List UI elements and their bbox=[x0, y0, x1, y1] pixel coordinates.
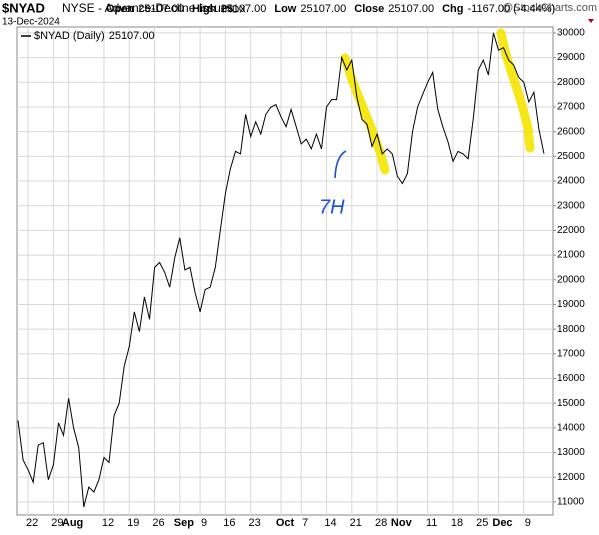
symbol: $NYAD bbox=[2, 0, 45, 15]
y-tick-label: 30000 bbox=[557, 28, 585, 39]
y-tick-label: 29000 bbox=[557, 52, 585, 63]
quote-label: Close bbox=[354, 3, 384, 15]
quote-value: 25107.00 bbox=[220, 3, 266, 15]
date: 13-Dec-2024 bbox=[2, 17, 60, 28]
y-tick-label: 13000 bbox=[557, 447, 585, 458]
x-tick-label: 9 bbox=[201, 517, 207, 529]
x-tick-label: 11 bbox=[426, 517, 437, 529]
instrument: INDX bbox=[222, 5, 246, 16]
quote-label: Open bbox=[106, 3, 134, 15]
quote-label: High bbox=[192, 3, 217, 15]
x-tick-label: 18 bbox=[451, 517, 463, 529]
plot-frame bbox=[16, 26, 554, 516]
y-tick-label: 28000 bbox=[557, 77, 585, 88]
y-tick-label: 22000 bbox=[557, 225, 585, 236]
x-tick-label: Sep bbox=[174, 517, 194, 529]
x-tick-label: 25 bbox=[476, 517, 488, 529]
x-tick-label: 22 bbox=[26, 517, 38, 529]
x-tick-label: 16 bbox=[223, 517, 235, 529]
y-tick-label: 19000 bbox=[557, 299, 585, 310]
plot: $NYAD (Daily) 25107.00 bbox=[17, 30, 545, 508]
x-tick-label: Nov bbox=[391, 517, 413, 529]
quote: Open 25107.00 High 25107.00 Low 25107.00 Close… bbox=[106, 3, 555, 15]
y-tick-label: 21000 bbox=[557, 250, 585, 261]
y-tick-label: 17000 bbox=[557, 348, 585, 359]
x-tick-label: 7 bbox=[302, 517, 308, 529]
quote-value: -1167.00 (-4.44%) bbox=[468, 3, 556, 15]
y-tick-label: 15000 bbox=[557, 398, 585, 409]
legend-label: $NYAD (Daily) bbox=[34, 30, 105, 42]
quote-label: Chg bbox=[442, 3, 463, 15]
legend-value: 25107.00 bbox=[109, 30, 155, 42]
y-tick-label: 26000 bbox=[557, 126, 585, 137]
x-tick-label: Aug bbox=[62, 517, 83, 529]
x-tick-label: 23 bbox=[249, 517, 261, 529]
x-tick-label: 9 bbox=[525, 517, 531, 529]
y-tick-label: 11000 bbox=[557, 497, 585, 508]
y-tick-label: 24000 bbox=[557, 176, 585, 187]
y-tick-label: 20000 bbox=[557, 274, 585, 285]
x-tick-label: Dec bbox=[492, 517, 512, 529]
y-tick-label: 25000 bbox=[557, 151, 585, 162]
x-tick-label: 28 bbox=[375, 517, 387, 529]
quote-value: 25107.00 bbox=[388, 3, 434, 15]
down-arrow bbox=[588, 19, 594, 23]
quote-label: Low bbox=[274, 3, 296, 15]
x-tick-label: 26 bbox=[152, 517, 164, 529]
highlight bbox=[340, 53, 390, 175]
x-tick-label: Oct bbox=[276, 517, 295, 529]
grid: 11000 12000 13000 14000 15000 16000 17000 18000… bbox=[17, 27, 585, 529]
x-tick-label: 21 bbox=[350, 517, 362, 529]
x-tick-label: 29 bbox=[51, 517, 63, 529]
x-tick-label: 12 bbox=[102, 517, 114, 529]
chart-title: NYSE - Advance-Decline Issues bbox=[62, 1, 233, 15]
quote-value: 25107.00 bbox=[300, 3, 346, 15]
x-tick-label: 19 bbox=[127, 517, 139, 529]
series-line bbox=[17, 32, 545, 508]
y-tick-label: 12000 bbox=[557, 472, 585, 483]
handwriting bbox=[334, 150, 347, 179]
x-tick-label: 14 bbox=[324, 517, 336, 529]
y-tick-label: 14000 bbox=[557, 423, 585, 434]
y-tick-label: 27000 bbox=[557, 102, 585, 113]
watermark: @StockCharts.com bbox=[502, 2, 597, 14]
quote-value: 25107.00 bbox=[138, 3, 184, 15]
annotation: 7H bbox=[319, 196, 345, 218]
y-tick-label: 16000 bbox=[557, 373, 585, 384]
y-tick-label: 23000 bbox=[557, 200, 585, 211]
y-tick-label: 18000 bbox=[557, 324, 585, 335]
